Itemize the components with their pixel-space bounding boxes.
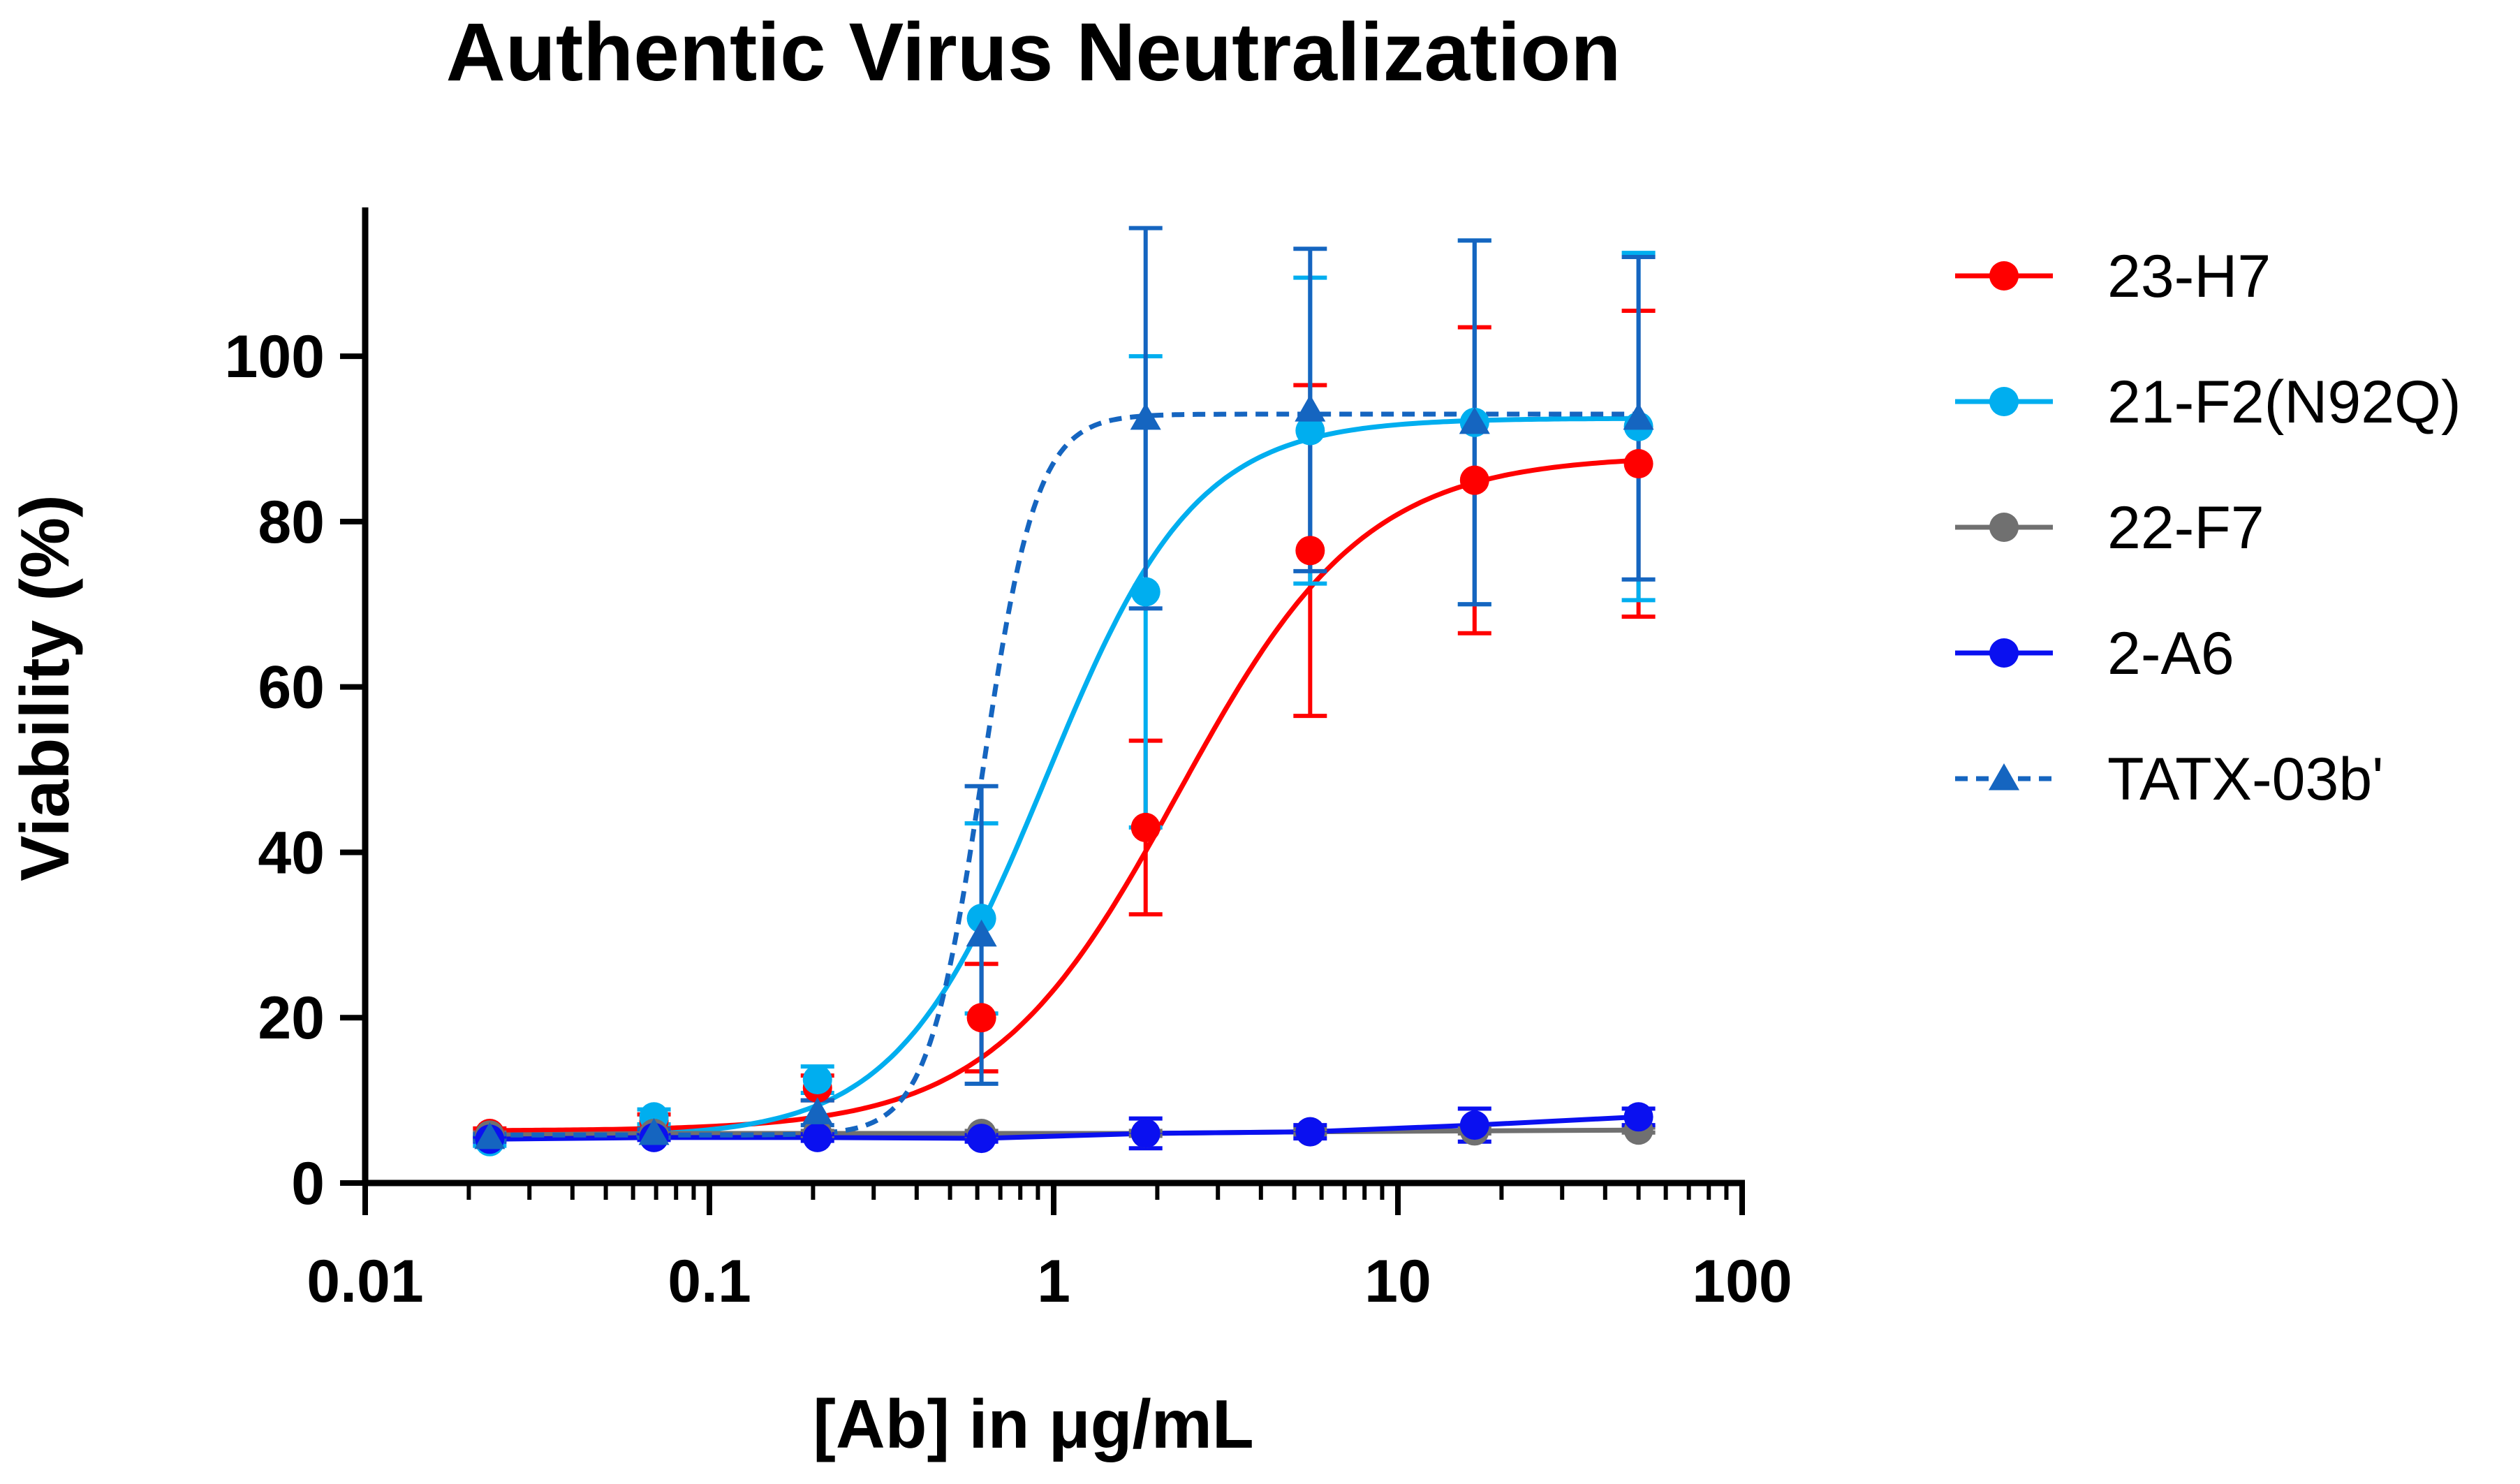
legend-label: 22-F7: [2107, 494, 2264, 561]
data-point: [1295, 416, 1325, 446]
data-point: [966, 919, 997, 947]
plot-area: 0 20 40 60 80 100 0.01 0.1 1 10 100: [225, 207, 1792, 1315]
legend: 23-H7 21-F2(N92Q) 22-F7 2-A6 TATX-03b': [1955, 243, 2461, 813]
x-tick-label: 1: [1037, 1248, 1070, 1315]
y-axis-label: Viability (%): [6, 494, 83, 881]
data-point: [1989, 638, 2019, 668]
data-point: [1989, 261, 2019, 291]
x-axis-label: [Ab] in μg/mL: [813, 1386, 1254, 1462]
series-line: [489, 411, 1639, 1138]
data-point: [966, 1124, 996, 1154]
legend-label: 23-H7: [2107, 243, 2271, 310]
x-tick-label: 100: [1692, 1248, 1792, 1315]
data-point: [1459, 1110, 1489, 1140]
data-point: [966, 1003, 996, 1033]
data-point: [1989, 387, 2019, 416]
x-tick-label: 0.01: [307, 1248, 423, 1315]
data-point: [1130, 812, 1160, 842]
series-line: [489, 457, 1639, 1133]
data-point: [1623, 402, 1654, 430]
data-point: [1130, 402, 1161, 430]
data-point: [802, 1097, 833, 1124]
y-tick-label: 100: [225, 323, 325, 390]
data-point: [1623, 449, 1653, 479]
data-point: [1130, 1118, 1160, 1148]
chart-title: Authentic Virus Neutralization: [446, 6, 1621, 98]
data-point: [1295, 536, 1325, 566]
data-point: [1459, 406, 1490, 434]
data-point: [1988, 763, 2020, 791]
y-tick-label: 80: [258, 489, 325, 556]
y-tick-label: 60: [258, 654, 325, 721]
data-point: [966, 904, 996, 934]
series-line: [489, 1114, 1639, 1142]
data-point: [474, 1122, 506, 1149]
legend-label: 2-A6: [2107, 620, 2234, 687]
data-point: [1130, 577, 1160, 607]
data-point: [1623, 1102, 1653, 1132]
data-point: [1989, 513, 2019, 542]
series-line: [489, 416, 1639, 1140]
y-tick-label: 20: [258, 985, 325, 1052]
y-tick-label: 40: [258, 819, 325, 886]
legend-label: 21-F2(N92Q): [2107, 369, 2461, 436]
data-point: [802, 1065, 832, 1095]
data-point: [1295, 1117, 1325, 1147]
data-point: [1459, 465, 1489, 495]
data-point: [638, 1117, 670, 1145]
data-point: [802, 1122, 832, 1152]
data-point: [1295, 395, 1326, 422]
x-tick-label: 10: [1364, 1248, 1431, 1315]
y-tick-label: 0: [291, 1150, 325, 1217]
legend-label: TATX-03b': [2107, 746, 2384, 813]
x-tick-label: 0.1: [668, 1248, 751, 1315]
